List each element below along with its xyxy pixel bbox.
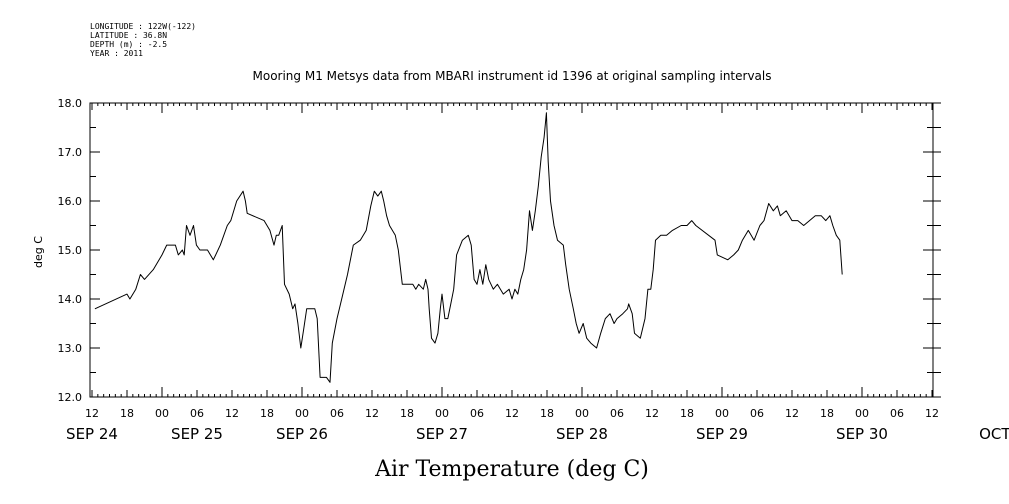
latitude-label: LATITUDE : 36.8N — [90, 31, 167, 40]
day-label: SEP 28 — [556, 425, 608, 443]
depth-label: DEPTH (m) : -2.5 — [90, 40, 167, 49]
x-tick-label: 18 — [400, 407, 414, 420]
day-label: SEP 26 — [276, 425, 328, 443]
day-label: SEP 24 — [66, 425, 118, 443]
x-tick-label: 12 — [785, 407, 799, 420]
x-tick-label: 06 — [610, 407, 624, 420]
x-tick-label: 06 — [750, 407, 764, 420]
x-axis-label: Air Temperature (deg C) — [374, 457, 649, 482]
y-tick-label: 15.0 — [58, 244, 83, 257]
x-tick-label: 18 — [540, 407, 554, 420]
x-day-labels: SEP 24 SEP 25 SEP 26 SEP 27 SEP 28 SEP 29 SEP … — [66, 425, 1009, 443]
day-label: SEP 30 — [836, 425, 888, 443]
x-tick-label: 12 — [505, 407, 519, 420]
x-tick-label: 18 — [260, 407, 274, 420]
y-tick-label: 18.0 — [58, 97, 83, 110]
x-tick-label: 12 — [225, 407, 239, 420]
chart-title: Mooring M1 Metsys data from MBARI instru… — [253, 69, 772, 83]
y-axis-label: deg C — [32, 236, 45, 268]
x-tick-label: 06 — [470, 407, 484, 420]
series-line — [94, 112, 843, 383]
x-tick-label: 12 — [85, 407, 99, 420]
y-tick-label: 17.0 — [58, 146, 83, 159]
x-tick-label: 00 — [295, 407, 309, 420]
x-tick-label: 00 — [715, 407, 729, 420]
x-tick-label: 00 — [575, 407, 589, 420]
series-group — [94, 112, 843, 383]
x-tick-label: 00 — [435, 407, 449, 420]
day-label: SEP 29 — [696, 425, 748, 443]
x-tick-label: 18 — [120, 407, 134, 420]
x-tick-label: 06 — [190, 407, 204, 420]
x-axis: 12 18 00 06 12 18 00 06 12 18 00 06 12 18 00 06 12 18 00 06… — [85, 103, 939, 420]
y-tick-label: 13.0 — [58, 342, 83, 355]
day-label: SEP 27 — [416, 425, 468, 443]
x-tick-label: 12 — [925, 407, 939, 420]
y-tick-label: 16.0 — [58, 195, 83, 208]
x-tick-label: 00 — [155, 407, 169, 420]
x-tick-label: 18 — [820, 407, 834, 420]
y-tick-label: 12.0 — [58, 391, 83, 404]
x-tick-label: 18 — [680, 407, 694, 420]
y-tick-label: 14.0 — [58, 293, 83, 306]
x-tick-label: 12 — [645, 407, 659, 420]
year-label: YEAR : 2011 — [90, 49, 143, 58]
x-tick-label: 12 — [365, 407, 379, 420]
day-label: OCT 1 — [979, 425, 1009, 443]
x-tick-label: 00 — [855, 407, 869, 420]
x-tick-label: 06 — [890, 407, 904, 420]
y-axis: 12.0 13.0 14.0 15.0 16.0 17.0 18.0 — [58, 97, 941, 404]
longitude-label: LONGITUDE : 122W(-122) — [90, 22, 196, 31]
day-label: SEP 25 — [171, 425, 223, 443]
plot-frame — [89, 102, 934, 398]
x-tick-label: 06 — [330, 407, 344, 420]
